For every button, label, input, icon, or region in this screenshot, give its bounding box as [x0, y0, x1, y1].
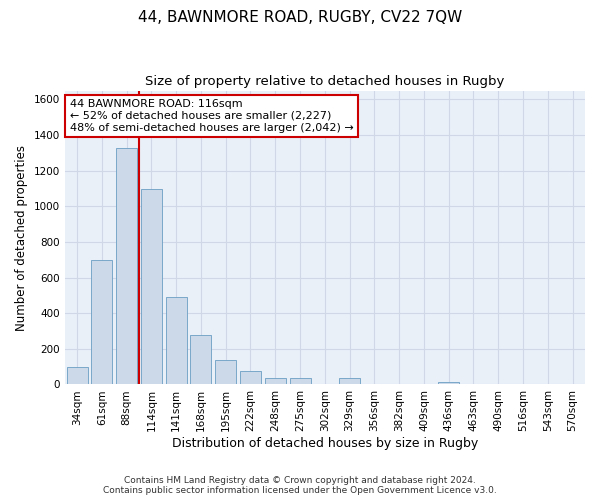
Bar [290, 378, 311, 384]
Bar [240, 371, 261, 384]
Bar [141, 188, 162, 384]
Bar [67, 366, 88, 384]
Bar [339, 378, 360, 384]
Bar [438, 382, 459, 384]
Bar [215, 360, 236, 384]
Bar [265, 378, 286, 384]
Text: 44 BAWNMORE ROAD: 116sqm
← 52% of detached houses are smaller (2,227)
48% of sem: 44 BAWNMORE ROAD: 116sqm ← 52% of detach… [70, 100, 353, 132]
Y-axis label: Number of detached properties: Number of detached properties [15, 144, 28, 330]
Bar [190, 334, 211, 384]
Bar [91, 260, 112, 384]
Title: Size of property relative to detached houses in Rugby: Size of property relative to detached ho… [145, 75, 505, 88]
Bar [166, 297, 187, 384]
Text: 44, BAWNMORE ROAD, RUGBY, CV22 7QW: 44, BAWNMORE ROAD, RUGBY, CV22 7QW [138, 10, 462, 25]
Bar [116, 148, 137, 384]
Text: Contains HM Land Registry data © Crown copyright and database right 2024.
Contai: Contains HM Land Registry data © Crown c… [103, 476, 497, 495]
X-axis label: Distribution of detached houses by size in Rugby: Distribution of detached houses by size … [172, 437, 478, 450]
